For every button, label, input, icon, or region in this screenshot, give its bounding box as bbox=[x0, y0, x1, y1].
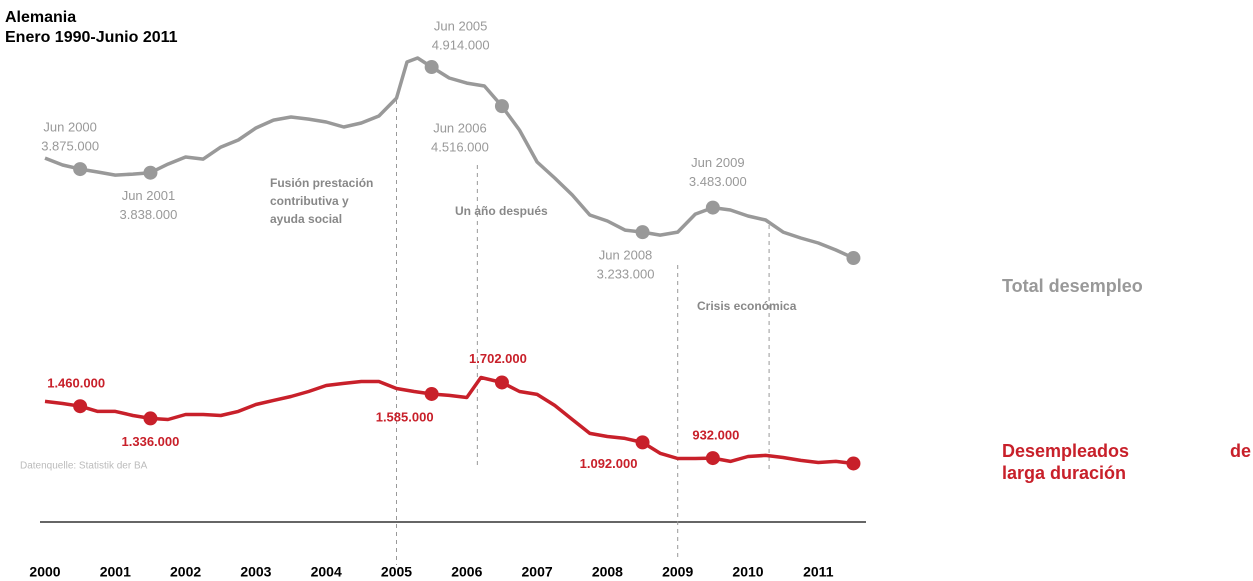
x-tick-label: 2011 bbox=[803, 564, 834, 580]
x-tick-label: 2009 bbox=[662, 564, 693, 580]
point-date: Jun 2005 bbox=[434, 18, 488, 33]
value-label: 1.336.000 bbox=[122, 434, 180, 449]
point bbox=[424, 60, 439, 75]
x-tick-label: 2000 bbox=[29, 564, 60, 580]
point-date: Jun 2009 bbox=[691, 155, 745, 170]
x-tick-label: 2007 bbox=[522, 564, 553, 580]
chart-title: Alemania bbox=[5, 9, 76, 26]
value-label: 3.838.000 bbox=[120, 207, 178, 222]
point bbox=[143, 411, 158, 426]
legend-label: Desempleados de larga duración bbox=[1002, 441, 1251, 483]
x-tick-label: 2008 bbox=[592, 564, 623, 580]
value-label: 3.233.000 bbox=[597, 267, 655, 282]
x-tick-label: 2002 bbox=[170, 564, 201, 580]
event-label: Crisis económica bbox=[697, 299, 797, 313]
x-tick-label: 2003 bbox=[240, 564, 271, 580]
source: Datenquelle: Statistik der BA bbox=[20, 461, 148, 472]
value-label: 3.483.000 bbox=[689, 174, 747, 189]
value-label: 4.516.000 bbox=[431, 140, 489, 155]
x-tick-label: 2006 bbox=[451, 564, 482, 580]
point bbox=[143, 165, 158, 180]
value-label: 1.092.000 bbox=[580, 456, 638, 471]
value-label: 932.000 bbox=[692, 428, 739, 443]
event-label: Un año después bbox=[455, 204, 548, 218]
x-tick-label: 2005 bbox=[381, 564, 412, 580]
point bbox=[846, 456, 861, 471]
point bbox=[705, 200, 720, 215]
value-label: 3.875.000 bbox=[41, 139, 99, 154]
x-tick-label: 2001 bbox=[100, 564, 131, 580]
point-date: Jun 2000 bbox=[43, 120, 97, 135]
point bbox=[424, 386, 439, 401]
value-label: 1.460.000 bbox=[47, 376, 105, 391]
point-date: Jun 2001 bbox=[122, 188, 176, 203]
series-line bbox=[44, 375, 854, 466]
value-label: 1.702.000 bbox=[469, 351, 527, 366]
point-date: Jun 2006 bbox=[433, 121, 487, 136]
legend-label: Total desempleo bbox=[1002, 276, 1143, 296]
point-date: Jun 2008 bbox=[599, 248, 653, 263]
value-label: 4.914.000 bbox=[432, 37, 490, 52]
point bbox=[846, 251, 861, 266]
x-tick-label: 2010 bbox=[732, 564, 763, 580]
chart-subtitle: Enero 1990-Junio 2011 bbox=[5, 29, 178, 46]
point bbox=[73, 162, 88, 177]
point bbox=[494, 375, 509, 390]
event-label: Fusión prestación contributiva y ayuda soc… bbox=[270, 176, 373, 226]
point bbox=[635, 435, 650, 450]
x-tick-label: 2004 bbox=[311, 564, 342, 580]
point bbox=[73, 399, 88, 414]
point bbox=[705, 451, 720, 466]
point bbox=[635, 225, 650, 240]
point bbox=[494, 99, 509, 114]
value-label: 1.585.000 bbox=[376, 409, 434, 424]
